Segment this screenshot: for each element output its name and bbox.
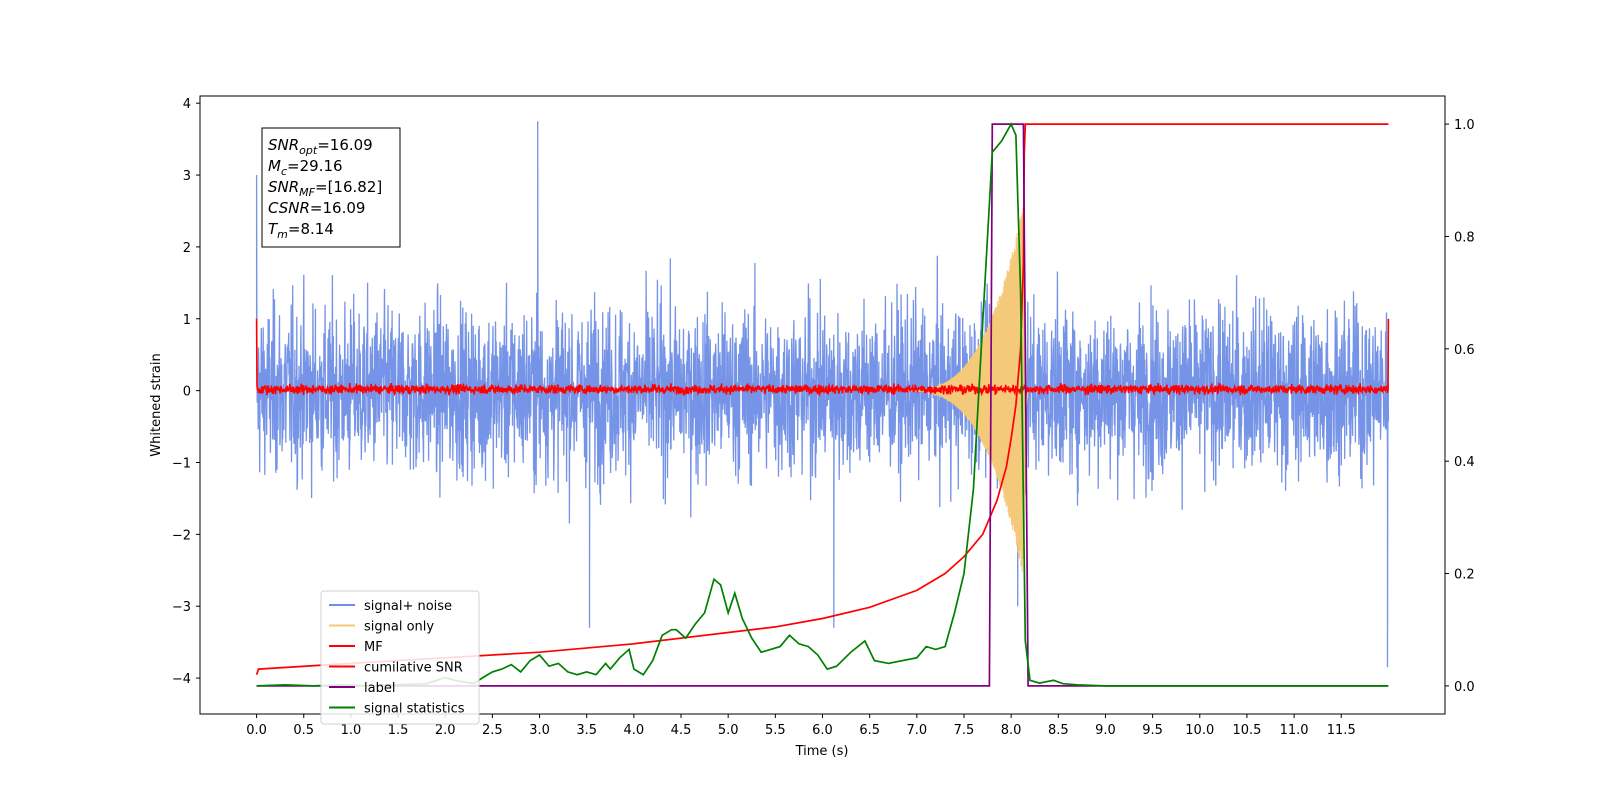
x-tick-label: 9.5	[1142, 723, 1163, 738]
x-tick-label: 4.5	[671, 723, 692, 738]
y-left-tick-label: 3	[183, 169, 191, 184]
stat-line: SNRMF=[16.82]	[268, 178, 382, 199]
stat-subscript: c	[281, 165, 287, 178]
x-tick-label: 8.0	[1001, 723, 1022, 738]
stat-value: =16.09	[317, 136, 373, 154]
y-left-tick-label: 4	[183, 97, 191, 112]
y-left-tick-label: −4	[172, 672, 191, 687]
x-tick-label: 1.0	[341, 723, 362, 738]
stat-symbol: T	[268, 220, 279, 238]
y-left-tick-label: 1	[183, 313, 191, 328]
x-tick-label: 0.5	[293, 723, 314, 738]
x-axis-label: Time (s)	[795, 744, 849, 759]
series-signal-only-line	[898, 207, 1029, 572]
stat-line: Tm=8.14	[268, 220, 334, 241]
y-left-tick-label: −1	[172, 456, 191, 471]
x-tick-label: 7.0	[906, 723, 927, 738]
x-tick-label: 3.0	[529, 723, 550, 738]
stat-symbol: SNR	[268, 136, 299, 154]
y-left-axis-ticks: −4 −3 −2 −1 0 1 2 3 4	[172, 97, 200, 687]
x-tick-label: 5.5	[765, 723, 786, 738]
x-tick-label: 5.0	[718, 723, 739, 738]
y-right-tick-label: 0.2	[1454, 568, 1475, 583]
x-tick-label: 6.5	[859, 723, 880, 738]
y-left-tick-label: 0	[183, 385, 191, 400]
x-tick-label: 10.0	[1185, 723, 1214, 738]
x-tick-label: 3.5	[576, 723, 597, 738]
x-tick-label: 7.5	[954, 723, 975, 738]
stat-value: =[16.82]	[315, 178, 382, 196]
stat-value: =29.16	[287, 157, 343, 175]
y-right-tick-label: 0.8	[1454, 230, 1475, 245]
series-signal-noise-line	[255, 121, 1390, 668]
x-tick-label: 2.5	[482, 723, 503, 738]
stat-line: SNRopt=16.09	[268, 136, 373, 157]
stat-subscript: m	[277, 228, 288, 241]
series-signal-statistics-line	[256, 122, 1389, 687]
stat-symbol: CSNR	[268, 199, 310, 217]
stats-annotation-box: SNRopt=16.09Mc=29.16SNRMF=[16.82]CSNR=16…	[261, 127, 401, 248]
plot-series-layer	[255, 121, 1390, 687]
stat-line: Mc=29.16	[268, 157, 343, 178]
legend-label-label: label	[364, 681, 395, 696]
legend-label-signal-noise: signal+ noise	[364, 599, 452, 614]
series-mf-line	[255, 318, 1390, 397]
legend-label-cumilative-snr: cumilative SNR	[364, 661, 463, 676]
x-tick-label: 1.5	[388, 723, 409, 738]
legend-label-signal-only: signal only	[364, 620, 434, 635]
y-left-tick-label: 2	[183, 241, 191, 256]
y-left-tick-label: −2	[172, 528, 191, 543]
stat-value: =16.09	[310, 199, 366, 217]
y-axis-label: Whitened strain	[149, 353, 164, 456]
stat-value: =8.14	[288, 220, 334, 238]
x-tick-label: 8.5	[1048, 723, 1069, 738]
legend-label-signal-statistics: signal statistics	[364, 702, 465, 717]
legend: signal+ noise signal only MF cumilative SNR…	[320, 590, 480, 725]
y-left-tick-label: −3	[172, 600, 191, 615]
x-tick-label: 11.5	[1327, 723, 1356, 738]
x-tick-label: 9.0	[1095, 723, 1116, 738]
legend-frame	[320, 590, 480, 725]
y-right-tick-label: 0.0	[1454, 680, 1475, 695]
stat-line: CSNR=16.09	[268, 199, 365, 217]
y-right-tick-label: 0.6	[1454, 343, 1475, 358]
legend-label-mf: MF	[364, 640, 383, 655]
x-tick-label: 4.0	[624, 723, 645, 738]
x-tick-label: 11.0	[1280, 723, 1309, 738]
x-tick-label: 6.0	[812, 723, 833, 738]
y-right-tick-label: 1.0	[1454, 118, 1475, 133]
x-tick-label: 0.0	[246, 723, 267, 738]
x-tick-label: 2.0	[435, 723, 456, 738]
x-tick-label: 10.5	[1232, 723, 1261, 738]
stat-symbol: SNR	[268, 178, 299, 196]
stat-subscript: MF	[299, 186, 315, 199]
annotation-frame	[261, 127, 401, 248]
stat-subscript: opt	[299, 144, 318, 157]
x-axis-ticks: 0.0 0.5 1.0 1.5 2.0 2.5 3.0 3.5 4.0 4.5 5.0 5.5 6.0 6…	[246, 714, 1356, 738]
y-right-axis-ticks: 0.0 0.2 0.4 0.6 0.8 1.0	[1445, 118, 1475, 695]
stat-symbol: M	[268, 157, 281, 175]
y-right-tick-label: 0.4	[1454, 455, 1475, 470]
